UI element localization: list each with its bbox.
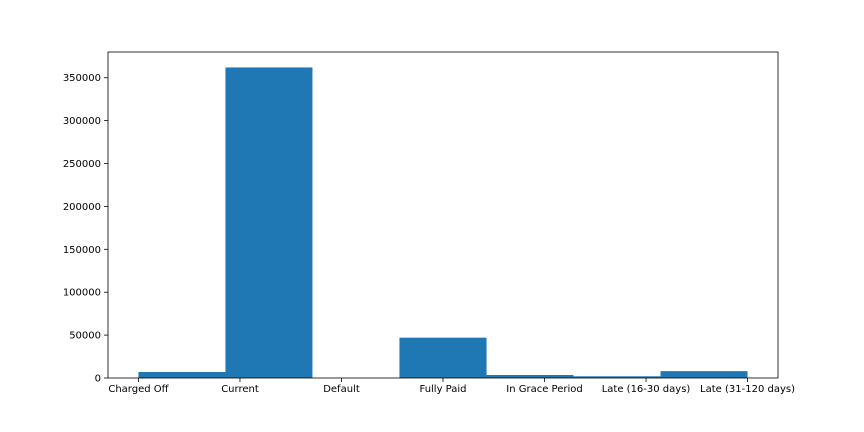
x-tick-label: In Grace Period xyxy=(506,384,582,395)
y-tick-label: 100000 xyxy=(63,288,101,299)
plot-frame xyxy=(107,51,779,379)
x-tick-label: Default xyxy=(323,384,360,395)
y-tick-label: 0 xyxy=(95,374,101,385)
x-tick-label: Current xyxy=(221,384,259,395)
x-tick-label: Charged Off xyxy=(108,384,169,395)
y-tick-label: 50000 xyxy=(69,331,101,342)
y-tick-label: 350000 xyxy=(63,73,101,84)
bar-late-16-30-days xyxy=(573,376,661,378)
bar-current xyxy=(225,67,313,378)
y-axis: 0 50000 100000 150000 200000 250000 300000 3500… xyxy=(63,73,108,385)
bars-group xyxy=(138,67,748,378)
bar-fully-paid xyxy=(399,337,487,378)
y-tick-label: 250000 xyxy=(63,159,101,170)
y-tick-label: 300000 xyxy=(63,116,101,127)
x-tick-label: Late (16-30 days) xyxy=(602,384,691,395)
x-tick-label: Late (31-120 days) xyxy=(700,384,795,395)
x-tick-label: Fully Paid xyxy=(419,384,466,395)
x-axis: Charged Off Current Default Fully Paid In Gr… xyxy=(108,378,795,395)
bar-in-grace-period xyxy=(486,374,574,378)
y-tick-label: 150000 xyxy=(63,245,101,256)
bar-late-31-120-days xyxy=(660,371,748,378)
y-tick-label: 200000 xyxy=(63,202,101,213)
bar-charged-off xyxy=(138,371,226,378)
